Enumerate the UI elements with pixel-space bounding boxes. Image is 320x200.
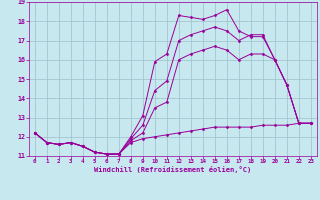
X-axis label: Windchill (Refroidissement éolien,°C): Windchill (Refroidissement éolien,°C) <box>94 166 252 173</box>
